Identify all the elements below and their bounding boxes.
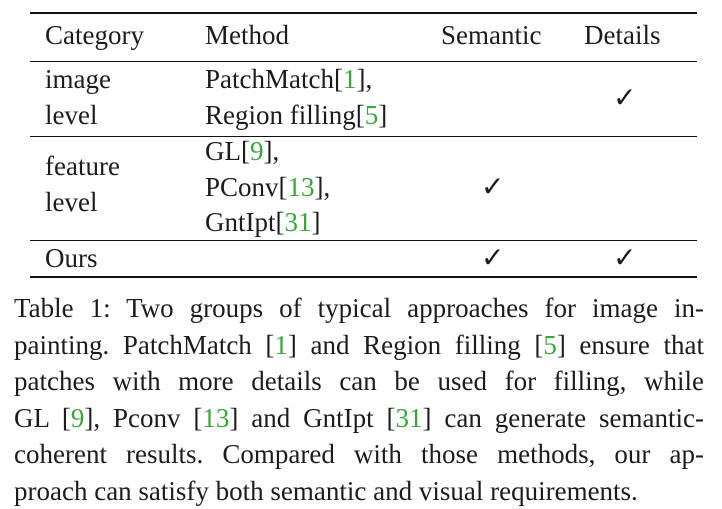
row1-method-2: Region filling[5] — [205, 97, 387, 133]
row2-method-1: GL[9], — [205, 133, 279, 169]
citation-ref[interactable]: 13 — [288, 172, 315, 202]
row1-details-check: ✓ — [613, 84, 636, 112]
header-category: Category — [45, 17, 144, 53]
header-details: Details — [584, 17, 660, 53]
row1-category-line2: level — [45, 97, 97, 133]
row2-method-3: GntIpt[31] — [205, 204, 320, 240]
row1-method-1: PatchMatch[1], — [205, 61, 372, 97]
row2-method-2: PConv[13], — [205, 169, 330, 205]
comparison-table: Category Method Semantic Details image l… — [0, 0, 722, 290]
table-caption: Table 1: Two groups of typical approache… — [14, 290, 704, 509]
citation-ref[interactable]: 9 — [71, 403, 85, 433]
table-top-rule — [30, 12, 697, 14]
citation-ref[interactable]: 1 — [343, 64, 357, 94]
row1-category-line1: image — [45, 61, 111, 97]
citation-ref[interactable]: 31 — [284, 207, 311, 237]
citation-ref[interactable]: 9 — [250, 136, 264, 166]
row3-details-check: ✓ — [613, 244, 636, 272]
citation-ref[interactable]: 1 — [274, 330, 288, 360]
row3-semantic-check: ✓ — [481, 244, 504, 272]
caption-line: patches with more details can be used fo… — [14, 363, 704, 400]
caption-line: Table 1: Two groups of typical approache… — [14, 290, 704, 327]
row2-rule — [30, 240, 697, 241]
caption-line: coherent results. Compared with those me… — [14, 436, 704, 473]
caption-line: painting. PatchMatch [1] and Region fill… — [14, 327, 704, 364]
table-bottom-rule — [30, 276, 697, 278]
header-semantic: Semantic — [441, 17, 541, 53]
caption-line: GL [9], Pconv [13] and GntIpt [31] can g… — [14, 400, 704, 437]
row2-semantic-check: ✓ — [481, 173, 504, 201]
row1-rule — [30, 136, 697, 137]
row3-category: Ours — [45, 240, 98, 276]
citation-ref[interactable]: 31 — [396, 403, 423, 433]
row2-category-line2: level — [45, 184, 97, 220]
citation-ref[interactable]: 5 — [543, 330, 557, 360]
citation-ref[interactable]: 13 — [202, 403, 229, 433]
citation-ref[interactable]: 5 — [365, 100, 379, 130]
header-method: Method — [205, 17, 289, 53]
row2-category-line1: feature — [45, 148, 120, 184]
